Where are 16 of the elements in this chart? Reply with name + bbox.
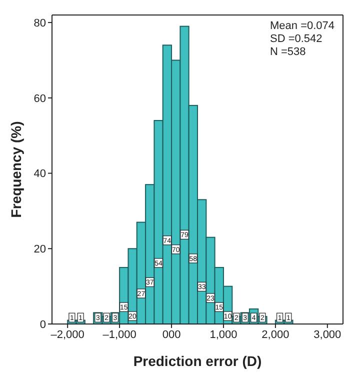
annotation: N =538	[270, 46, 307, 59]
annotation: SD =0.542	[270, 33, 324, 46]
y-tick-label: 0	[40, 318, 46, 331]
y-axis-title: Frequency (%)	[8, 121, 24, 218]
x-axis-title: Prediction error (D)	[133, 353, 262, 369]
x-tick-label: 2,000	[262, 328, 290, 341]
x-tick-label: –2,000	[50, 328, 84, 341]
annotation: Mean =0.074	[270, 20, 335, 33]
y-tick-label: 80	[34, 17, 46, 30]
y-tick-label: 60	[34, 92, 46, 105]
x-tick-label: 000	[162, 328, 181, 341]
y-tick-label: 40	[34, 168, 46, 180]
x-tick-label: 3,000	[314, 328, 342, 341]
x-tick-label: 1,000	[210, 328, 238, 341]
y-tick-label: 20	[34, 244, 46, 256]
x-tick-label: –1,000	[102, 328, 136, 341]
